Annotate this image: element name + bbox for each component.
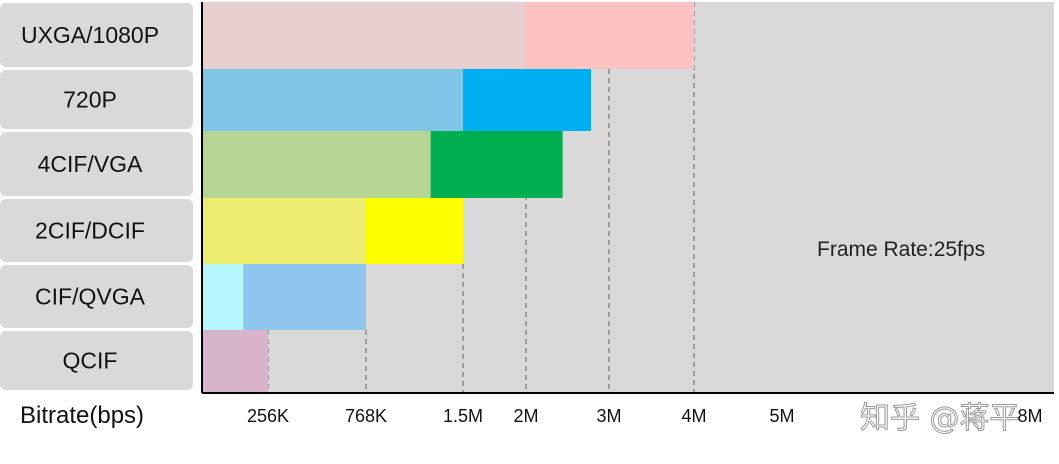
x-tick-labels: 256K 768K 1.5M 2M 3M 4M 5M 8M <box>247 406 1043 426</box>
row-label-box <box>0 70 193 129</box>
watermark: 知乎 @蒋平 <box>860 401 1020 436</box>
bar-base-segment <box>203 131 431 198</box>
x-tick-label: 768K <box>345 406 387 426</box>
row-label-box <box>0 265 193 328</box>
x-tick-label: 1.5M <box>443 406 483 426</box>
bar-upper-segment <box>430 131 563 198</box>
frame-rate-annotation: Frame Rate:25fps <box>817 238 985 261</box>
bars <box>203 2 694 392</box>
row-label: QCIF <box>63 348 118 374</box>
row-label: 2CIF/DCIF <box>35 218 145 244</box>
bar-base-segment <box>203 264 244 330</box>
bar-base-segment <box>203 198 366 264</box>
x-axis-label: Bitrate(bps) <box>20 402 144 429</box>
bar-base-segment <box>203 330 268 392</box>
bar-upper-segment <box>366 198 463 264</box>
bar-upper-segment <box>526 2 694 69</box>
row-label-box <box>0 132 193 196</box>
bar-base-segment <box>203 2 526 69</box>
x-tick-label: 3M <box>596 406 621 426</box>
x-tick-label: 8M <box>1017 406 1042 426</box>
row-label-box <box>0 331 193 390</box>
x-tick-label: 4M <box>681 406 706 426</box>
row-label: 720P <box>63 87 117 113</box>
row-label: 4CIF/VGA <box>38 151 143 177</box>
x-tick-label: 5M <box>769 406 794 426</box>
row-label-boxes: UXGA/1080P 720P 4CIF/VGA 2CIF/DCIF CIF/QVGA Q… <box>0 3 193 390</box>
row-label: UXGA/1080P <box>21 22 159 48</box>
row-label-box <box>0 199 193 262</box>
x-tick-label: 256K <box>247 406 289 426</box>
row-label: CIF/QVGA <box>35 284 146 310</box>
row-label-box <box>0 3 193 67</box>
bar-base-segment <box>203 69 463 131</box>
bar-upper-segment <box>463 69 592 131</box>
x-tick-label: 2M <box>513 406 538 426</box>
bar-upper-segment <box>243 264 366 330</box>
